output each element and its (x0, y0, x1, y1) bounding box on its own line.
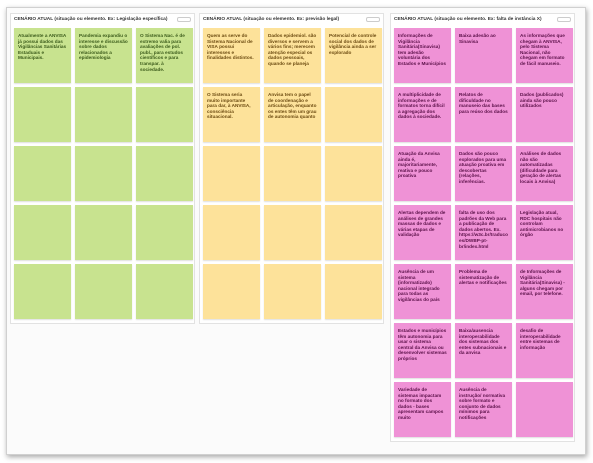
sticky-note: Pandemia expandiu o interesse e discussã… (75, 28, 132, 83)
sticky-note (203, 146, 260, 201)
sticky-note: Informações de Vigilância Sanitária(Sina… (394, 28, 451, 83)
sticky-note (75, 264, 132, 319)
sticky-note (516, 382, 573, 437)
sticky-note (325, 205, 382, 260)
sticky-note: Potencial de controle social dos dados d… (325, 28, 382, 83)
sticky-note: Dados são pouco explorados para uma atua… (455, 146, 512, 201)
sticky-note (325, 264, 382, 319)
frame: CENÁRIO ATUAL (situação ou elemento. Ex:… (10, 13, 195, 324)
sticky-note (325, 87, 382, 142)
sticky-note: Atualmente a ANVISA já possui dados das … (14, 28, 71, 83)
sticky-note: Análises de dados não são automatizadas … (516, 146, 573, 201)
frame-button (366, 17, 380, 22)
frame: CENÁRIO ATUAL (situação ou elemento. Ex:… (390, 13, 575, 442)
sticky-note (14, 264, 71, 319)
sticky-note: Quem as serve do Sistema Nacional de VIS… (203, 28, 260, 83)
sticky-note: Alertas dependem de análises de grandes … (394, 205, 451, 260)
sticky-note (136, 205, 193, 260)
sticky-note (264, 205, 321, 260)
frame-title: CENÁRIO ATUAL (situação ou elemento. Ex:… (14, 17, 168, 22)
sticky-note (75, 146, 132, 201)
sticky-note (325, 146, 382, 201)
sticky-note: O Sistema Nac. é de extremo valia para a… (136, 28, 193, 83)
sticky-note: As informações que chegam à ANVISA, pelo… (516, 28, 573, 83)
sticky-note: Ausência de um sistema (informatizado) n… (394, 264, 451, 319)
sticky-note (264, 264, 321, 319)
sticky-note: Relatos de dificuldade no manuseio das b… (455, 87, 512, 142)
sticky-note: Variedade de sistemas impactam no format… (394, 382, 451, 437)
frame-button (177, 17, 191, 22)
sticky-note (14, 205, 71, 260)
sticky-note: Baixa adesão ao Sinavisa (455, 28, 512, 83)
sticky-note (14, 87, 71, 142)
frame-title: CENÁRIO ATUAL (situação ou elemento. Ex:… (394, 17, 542, 22)
sticky-note: Dados epidemiol. são diversos e servem a… (264, 28, 321, 83)
sticky-note: Anvisa tem o papel de coordenação e arti… (264, 87, 321, 142)
sticky-note: de Informações de Vigilância Sanitária(S… (516, 264, 573, 319)
sticky-note: A multiplicidade de informações e de for… (394, 87, 451, 142)
sticky-note (75, 205, 132, 260)
sticky-note: Legislação atual, RDC hospitais não cont… (516, 205, 573, 260)
sticky-note: Atuação da Anvisa ainda é, majoritariame… (394, 146, 451, 201)
sticky-note (203, 205, 260, 260)
frame-title: CENÁRIO ATUAL (situação ou elemento. Ex:… (203, 17, 340, 22)
sticky-note: falta de uso dos padrões da Web para a p… (455, 205, 512, 260)
frame-button (557, 17, 571, 22)
sticky-note (136, 87, 193, 142)
note-grid: Atualmente a ANVISA já possui dados das … (14, 28, 193, 319)
frame: CENÁRIO ATUAL (situação ou elemento. Ex:… (199, 13, 384, 324)
sticky-note (14, 146, 71, 201)
sticky-note: Problema de sistematização de alertas e … (455, 264, 512, 319)
sticky-note (136, 264, 193, 319)
sticky-note: Dados (publicados) ainda são pouco utili… (516, 87, 573, 142)
sticky-note: Baixa/ausencia interoperabilidade dos si… (455, 323, 512, 378)
sticky-note (264, 146, 321, 201)
sticky-note (75, 87, 132, 142)
note-grid: Informações de Vigilância Sanitária(Sina… (394, 28, 573, 437)
sticky-note (203, 264, 260, 319)
note-grid: Quem as serve do Sistema Nacional de VIS… (203, 28, 382, 319)
sticky-note: desafio de interoperabilidade entre sist… (516, 323, 573, 378)
sticky-note: O Sistema seria muito importante para da… (203, 87, 260, 142)
sticky-note: Ausência de instrução/ normativa sobre f… (455, 382, 512, 437)
sticky-note: Estados e municípios têm autonomia para … (394, 323, 451, 378)
board: CENÁRIO ATUAL (situação ou elemento. Ex:… (6, 7, 586, 455)
sticky-note (136, 146, 193, 201)
